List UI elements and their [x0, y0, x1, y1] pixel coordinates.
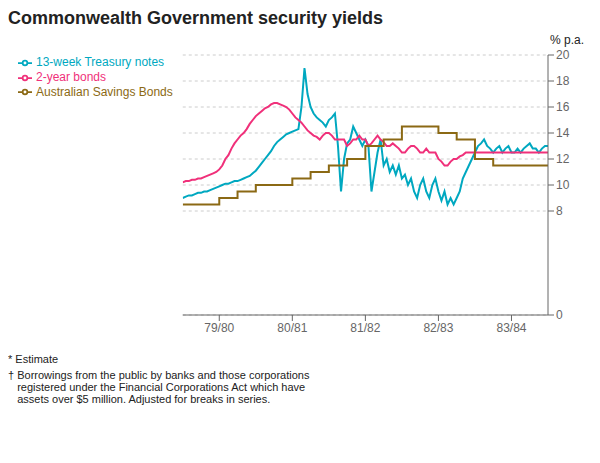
html-text:Australian Savings Bonds: Australian Savings Bonds [36, 84, 173, 99]
svg-text:16: 16 [556, 100, 570, 114]
html-text:13-week Treasury notes: 13-week Treasury notes [36, 55, 165, 69]
svg-text:79/80: 79/80 [204, 321, 234, 335]
svg-text:80/81: 80/81 [277, 321, 307, 335]
html-text:† Borrowings from the public b: † Borrowings from the public by banks an… [8, 369, 310, 405]
svg-text:18: 18 [556, 74, 570, 88]
svg-text:20: 20 [556, 48, 570, 62]
svg-text:0: 0 [556, 308, 563, 322]
svg-text:8: 8 [556, 204, 563, 218]
svg-text:82/83: 82/83 [423, 321, 453, 335]
html-text:2-year bonds: 2-year bonds [36, 69, 106, 84]
svg-text:81/82: 81/82 [350, 321, 380, 335]
html-text:Commonwealth Government securi: Commonwealth Government security yields [8, 8, 384, 28]
svg-text:83/84: 83/84 [496, 321, 526, 335]
svg-text:10: 10 [556, 178, 570, 192]
html-text:% p.a.: % p.a. [550, 33, 584, 47]
svg-text:12: 12 [556, 152, 570, 166]
svg-text:14: 14 [556, 126, 570, 140]
html-text:* Estimate: * Estimate [8, 353, 59, 365]
